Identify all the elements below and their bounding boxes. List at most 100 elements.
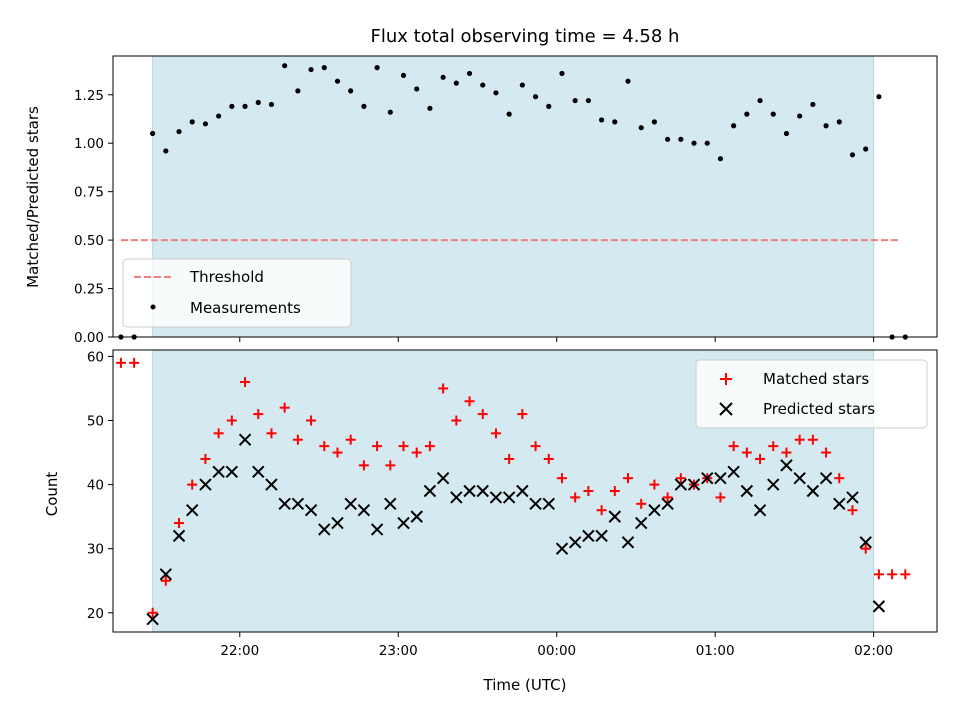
matched-star-marker bbox=[781, 447, 792, 458]
predicted-star-stroke bbox=[212, 465, 225, 478]
predicted-star-marker bbox=[450, 491, 463, 504]
bottom-y-axis: 20 30 40 50 60 bbox=[87, 349, 113, 622]
measurement-point bbox=[374, 65, 380, 71]
predicted-star-stroke bbox=[529, 497, 542, 511]
measurement-point bbox=[427, 105, 433, 111]
predicted-star-marker bbox=[555, 542, 569, 555]
predicted-star-marker bbox=[476, 484, 489, 498]
matched-star-marker bbox=[768, 441, 779, 452]
matched-star-marker bbox=[636, 498, 647, 509]
measurement-point bbox=[757, 97, 763, 104]
matched-star-marker bbox=[728, 441, 739, 452]
matched-star-marker bbox=[530, 441, 541, 452]
measurement-point bbox=[480, 82, 486, 88]
predicted-star-marker bbox=[463, 484, 476, 498]
matched-star-marker bbox=[398, 441, 409, 452]
predicted-star-stroke bbox=[555, 542, 569, 555]
predicted-star-marker bbox=[436, 471, 450, 485]
measurement-point bbox=[691, 140, 697, 146]
predicted-star-marker bbox=[423, 484, 437, 498]
matched-star-marker bbox=[609, 486, 620, 496]
predicted-star-stroke bbox=[423, 484, 437, 498]
measurement-point bbox=[823, 123, 829, 129]
y-tick-label: 0.75 bbox=[74, 185, 104, 201]
predicted-star-marker bbox=[410, 510, 423, 523]
x-tick-label: 22:00 bbox=[220, 643, 259, 659]
matched-star-marker bbox=[306, 415, 317, 426]
predicted-star-stroke bbox=[846, 491, 859, 504]
predicted-star-marker bbox=[318, 523, 331, 536]
legend-measurements-label: Measurements bbox=[190, 299, 301, 317]
predicted-star-stroke bbox=[634, 516, 648, 530]
predicted-star-marker bbox=[489, 491, 503, 504]
predicted-star-marker bbox=[516, 484, 529, 498]
matched-star-marker bbox=[174, 518, 185, 529]
x-tick-label: 00:00 bbox=[537, 643, 576, 659]
predicted-stars-series bbox=[146, 433, 886, 626]
y-tick-label: 50 bbox=[87, 414, 104, 430]
measurement-point bbox=[282, 63, 288, 69]
predicted-star-stroke bbox=[859, 536, 872, 549]
predicted-star-stroke bbox=[661, 497, 674, 511]
predicted-star-stroke bbox=[172, 529, 186, 543]
matched-star-marker bbox=[504, 453, 515, 464]
predicted-star-marker bbox=[674, 478, 688, 491]
x-tick-label: 23:00 bbox=[379, 643, 418, 659]
predicted-star-stroke bbox=[476, 484, 489, 498]
matched-star-marker bbox=[596, 505, 607, 516]
bottom-panel: Count Time (UTC) 20 30 40 50 60 22:00 23:00 00… bbox=[43, 349, 938, 694]
matched-star-marker bbox=[715, 492, 726, 503]
legend-matched-swatch bbox=[720, 373, 732, 385]
matched-star-marker bbox=[226, 415, 237, 426]
predicted-star-stroke bbox=[780, 459, 793, 472]
bottom-plot-frame bbox=[112, 349, 938, 633]
measurement-point bbox=[163, 148, 169, 154]
predicted-star-marker bbox=[252, 465, 265, 478]
predicted-star-marker bbox=[621, 536, 635, 549]
y-tick-label: 0.00 bbox=[74, 330, 104, 346]
measurement-point bbox=[863, 146, 869, 152]
predicted-star-marker bbox=[767, 478, 780, 491]
matched-star-marker bbox=[129, 357, 140, 368]
matched-star-marker bbox=[385, 460, 396, 471]
predicted-star-stroke bbox=[384, 497, 397, 511]
predicted-star-stroke bbox=[265, 478, 278, 491]
top-legend-box bbox=[122, 258, 352, 328]
predicted-star-marker bbox=[740, 484, 754, 498]
matched-star-marker bbox=[675, 473, 686, 484]
predicted-star-marker bbox=[542, 497, 555, 511]
predicted-star-stroke bbox=[687, 478, 701, 491]
y-tick-label: 30 bbox=[87, 542, 104, 558]
matched-star-marker bbox=[213, 428, 224, 439]
predicted-star-marker bbox=[608, 510, 622, 523]
predicted-star-stroke bbox=[793, 471, 806, 485]
matched-star-marker bbox=[292, 434, 303, 445]
predicted-star-marker bbox=[859, 536, 872, 549]
matched-star-marker bbox=[200, 453, 211, 464]
predicted-star-marker bbox=[225, 465, 239, 478]
y-tick-label: 1.25 bbox=[74, 88, 104, 104]
predicted-star-marker bbox=[344, 497, 357, 511]
predicted-star-marker bbox=[159, 568, 173, 581]
matched-star-marker bbox=[807, 434, 818, 445]
predicted-star-marker bbox=[872, 600, 886, 613]
matched-star-marker bbox=[649, 479, 660, 490]
predicted-star-stroke bbox=[344, 497, 357, 511]
measurement-point bbox=[519, 82, 525, 88]
matched-star-marker bbox=[477, 409, 488, 420]
matched-star-marker bbox=[543, 453, 554, 464]
matched-star-marker bbox=[253, 409, 264, 420]
matched-star-marker bbox=[794, 434, 805, 445]
predicted-star-marker bbox=[265, 478, 278, 491]
predicted-star-stroke bbox=[767, 478, 780, 491]
x-tick-label: 01:00 bbox=[696, 643, 735, 659]
predicted-star-marker bbox=[661, 497, 674, 511]
predicted-star-marker bbox=[304, 504, 318, 517]
matched-star-marker bbox=[319, 441, 330, 452]
matched-star-marker bbox=[873, 569, 884, 580]
matched-star-marker bbox=[345, 434, 356, 445]
bottom-legend: Matched stars Predicted stars bbox=[695, 359, 928, 429]
predicted-star-marker bbox=[291, 497, 305, 511]
top-x-axis bbox=[239, 337, 875, 342]
